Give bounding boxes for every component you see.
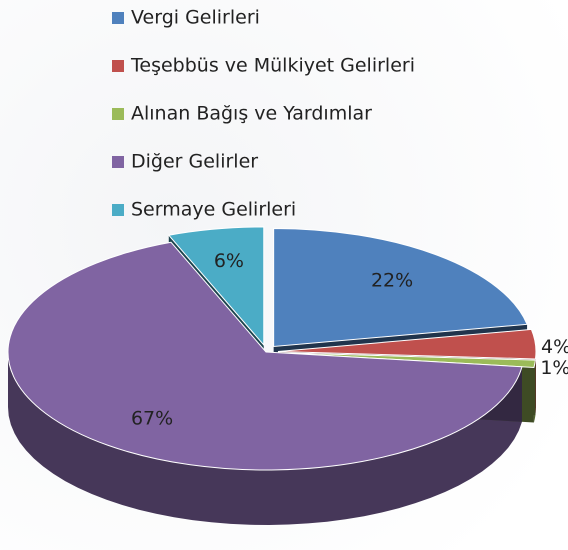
legend-swatch xyxy=(112,156,124,168)
data-label: 6% xyxy=(214,250,244,272)
legend-swatch xyxy=(112,108,124,120)
data-label: 67% xyxy=(131,408,173,430)
data-label: 1% xyxy=(540,357,568,379)
legend-label: Vergi Gelirleri xyxy=(131,7,260,29)
slice-wall xyxy=(8,352,522,525)
legend-swatch xyxy=(112,60,124,72)
pie-tops xyxy=(7,226,537,471)
legend-label: Teşebbüs ve Mülkiyet Gelirleri xyxy=(130,55,415,77)
slice-wall xyxy=(535,351,536,414)
slice xyxy=(277,328,537,360)
data-label: 4% xyxy=(541,336,568,358)
slice xyxy=(7,241,523,471)
data-label: 22% xyxy=(371,270,413,292)
legend-label: Diğer Gelirler xyxy=(131,151,258,173)
legend-label: Sermaye Gelirleri xyxy=(131,199,296,221)
data-labels: 22% 4%1% 67% 6% xyxy=(131,250,568,430)
slice xyxy=(273,227,528,347)
legend: Vergi Gelirleri Teşebbüs ve Mülkiyet Geli… xyxy=(112,7,415,221)
legend-swatch xyxy=(112,12,124,24)
slice xyxy=(167,226,265,347)
legend-swatch xyxy=(112,204,124,216)
legend-label: Alınan Bağış ve Yardımlar xyxy=(131,103,372,125)
